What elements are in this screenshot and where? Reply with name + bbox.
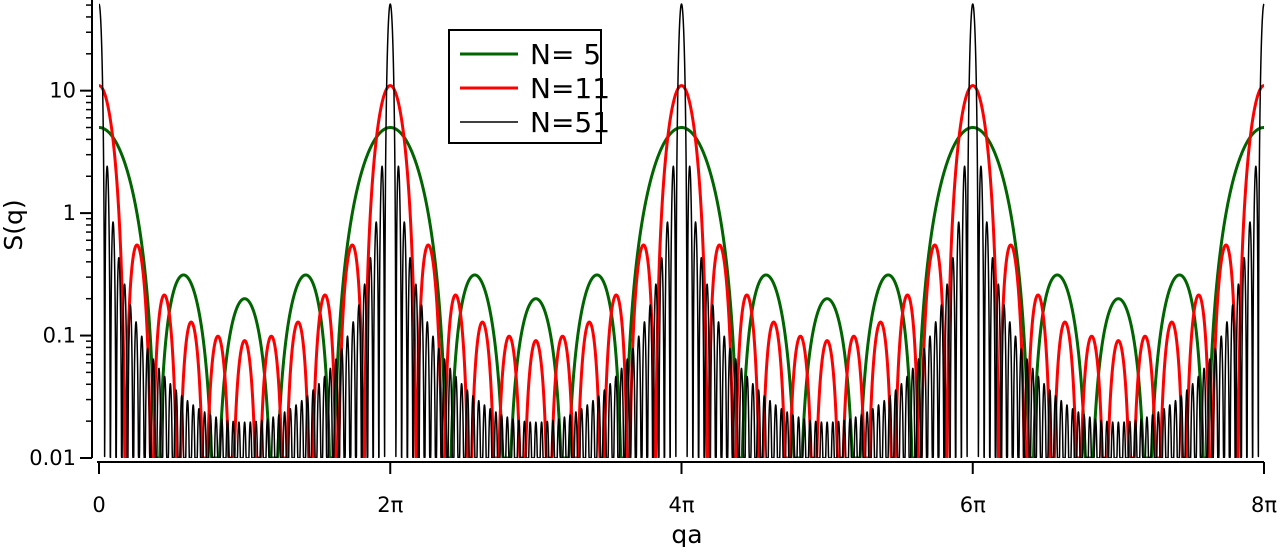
legend-label-n5: N= 5 [530,38,601,71]
legend-label-n51: N=51 [530,106,610,139]
y-tick-label: 0.1 [43,324,76,348]
y-axis-title: S(q) [0,199,28,250]
series-line-n11 [99,84,1266,458]
y-tick-label: 10 [49,79,76,103]
legend-label-n11: N=11 [530,72,610,105]
series-line-n51 [99,3,1265,458]
x-tick-label: 0 [92,493,105,517]
series-layer [99,3,1266,458]
x-tick-label: 2π [377,493,403,517]
y-tick-label: 0.01 [29,446,76,470]
ticks-layer: 0 2π 4π 6π 8π 0.01 0.1 1 10 [29,4,1277,517]
legend: N= 5N=11N=51 [448,29,610,144]
x-tick-label: 8π [1251,493,1277,517]
y-tick-label: 1 [63,201,76,225]
x-tick-label: 4π [668,493,694,517]
series-line-n5 [99,126,1266,458]
x-tick-label: 6π [960,493,986,517]
x-axis-title: qa [671,520,702,547]
